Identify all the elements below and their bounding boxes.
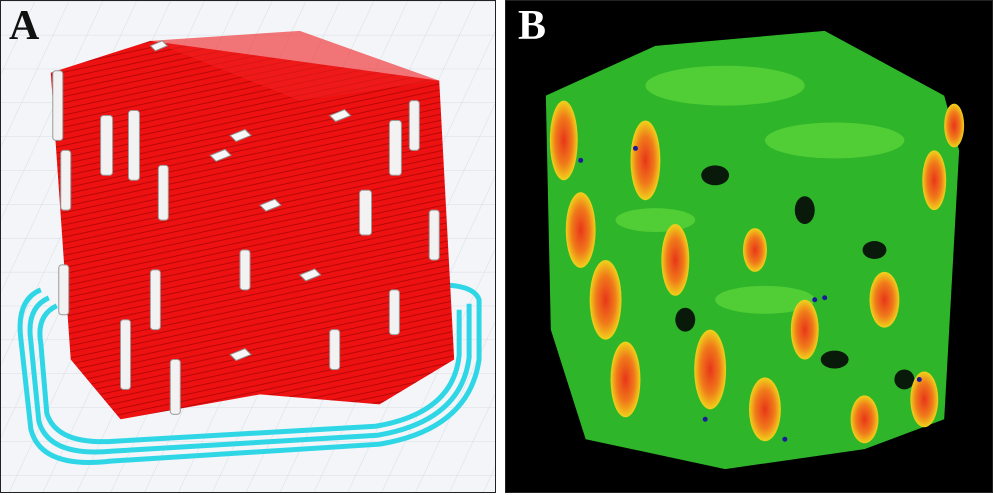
- slicer-preview-image: [1, 1, 495, 492]
- support-pillars: [52, 70, 440, 415]
- panel-a-label: A: [9, 3, 40, 49]
- support-caps: [149, 40, 352, 362]
- panel-b-label: B: [518, 3, 547, 49]
- scaffold-high-stress-regions: [549, 100, 965, 444]
- panel-a: A: [0, 0, 496, 493]
- scaffold-pores: [675, 165, 915, 390]
- scaffold-light-green: [615, 65, 905, 314]
- brim-rings: [17, 282, 482, 465]
- panel-b: B: [505, 0, 993, 493]
- scaffold-body: [50, 30, 455, 420]
- scaffold-low-points: [578, 145, 922, 442]
- stress-map-render: [506, 1, 992, 492]
